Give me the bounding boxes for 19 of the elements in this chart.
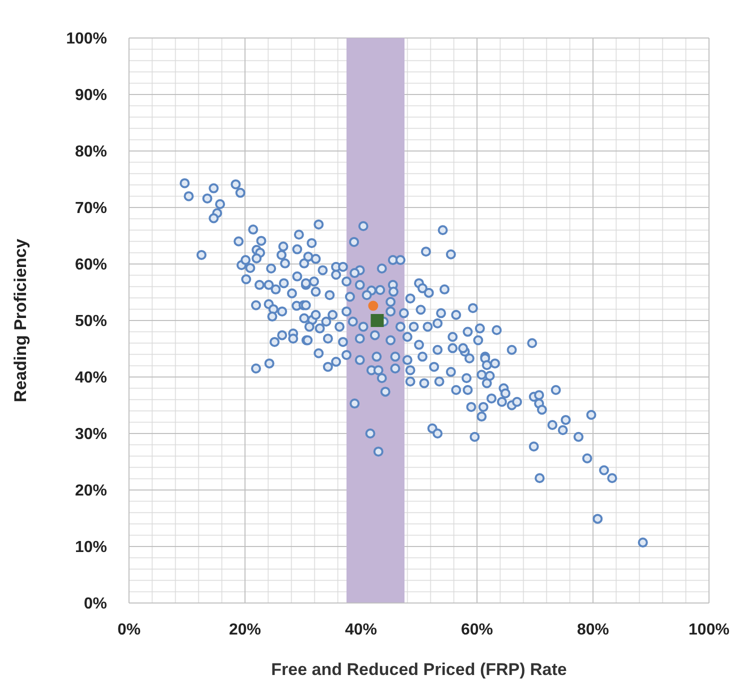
x-tick-label: 20%: [228, 621, 262, 638]
y-tick-label: 50%: [74, 313, 107, 330]
y-tick-label: 60%: [74, 256, 107, 274]
y-tick-label: 70%: [74, 200, 107, 218]
y-axis-title: Reading Proficiency: [11, 238, 30, 402]
y-tick-label: 0%: [84, 596, 107, 613]
y-tick-label: 80%: [74, 144, 107, 161]
y-tick-label: 10%: [74, 539, 107, 556]
y-tick-label: 40%: [74, 370, 107, 387]
x-tick-label: 0%: [117, 621, 141, 638]
x-tick-label: 80%: [576, 621, 610, 638]
y-tick-label: 90%: [74, 87, 107, 104]
y-tick-label: 100%: [66, 30, 107, 48]
y-tick-label: 20%: [74, 482, 107, 500]
x-tick-label: 100%: [688, 621, 730, 638]
y-tick-label: 30%: [74, 426, 107, 444]
x-axis-title: Free and Reduced Priced (FRP) Rate: [271, 660, 567, 679]
x-tick-label: 40%: [344, 621, 378, 638]
x-tick-label: 60%: [460, 621, 494, 638]
